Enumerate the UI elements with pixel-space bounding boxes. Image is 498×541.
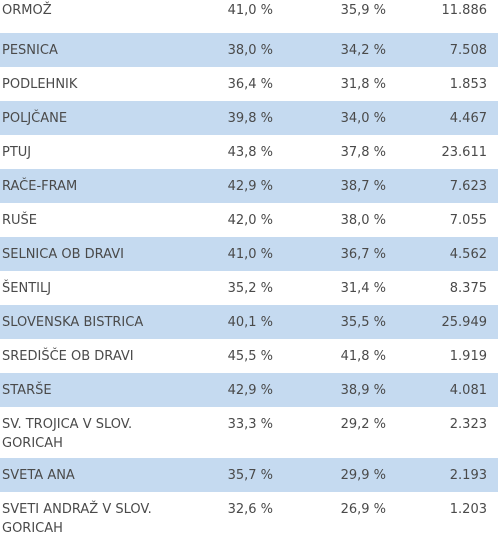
count-value: 1.919 xyxy=(449,349,487,364)
percent-a: 33,3 % xyxy=(227,417,273,432)
percent-a: 41,0 % xyxy=(227,3,273,18)
count-value: 2.323 xyxy=(449,417,487,432)
municipality-name: ORMOŽ xyxy=(2,3,52,18)
table-row: PESNICA 38,0 % 34,2 % 7.508 xyxy=(0,33,498,67)
municipality-name: SV. TROJICA V SLOV. GORICAH xyxy=(2,417,133,451)
table-row: SV. TROJICA V SLOV. GORICAH 33,3 % 29,2 … xyxy=(0,407,498,458)
percent-b: 38,0 % xyxy=(340,213,386,228)
percent-a: 39,8 % xyxy=(227,111,273,126)
count-value: 4.081 xyxy=(449,383,487,398)
municipality-name: PESNICA xyxy=(2,43,58,58)
municipality-name: SVETA ANA xyxy=(2,468,75,483)
percent-b: 41,8 % xyxy=(340,349,386,364)
table-row: SVETA ANA 35,7 % 29,9 % 2.193 xyxy=(0,458,498,492)
count-value: 2.193 xyxy=(449,468,487,483)
table-row: SLOVENSKA BISTRICA 40,1 % 35,5 % 25.949 xyxy=(0,305,498,339)
percent-b: 35,9 % xyxy=(340,3,386,18)
percent-a: 40,1 % xyxy=(227,315,273,330)
percent-b: 37,8 % xyxy=(340,145,386,160)
table-row: ORMOŽ 41,0 % 35,9 % 11.886 xyxy=(0,0,498,33)
municipality-name: PODLEHNIK xyxy=(2,77,78,92)
table-row: PTUJ 43,8 % 37,8 % 23.611 xyxy=(0,135,498,169)
count-value: 4.562 xyxy=(449,247,487,262)
percent-a: 32,6 % xyxy=(227,502,273,517)
percent-a: 45,5 % xyxy=(227,349,273,364)
count-value: 11.886 xyxy=(441,3,488,18)
table-row: SELNICA OB DRAVI 41,0 % 36,7 % 4.562 xyxy=(0,237,498,271)
municipality-name: SVETI ANDRAŽ V SLOV. GORICAH xyxy=(2,502,152,536)
table-row: RAČE-FRAM 42,9 % 38,7 % 7.623 xyxy=(0,169,498,203)
table-row: POLJČANE 39,8 % 34,0 % 4.467 xyxy=(0,101,498,135)
percent-a: 43,8 % xyxy=(227,145,273,160)
percent-a: 42,0 % xyxy=(227,213,273,228)
count-value: 23.611 xyxy=(441,145,488,160)
municipality-name: ŠENTILJ xyxy=(2,281,52,296)
table-row: ŠENTILJ 35,2 % 31,4 % 8.375 xyxy=(0,271,498,305)
percent-b: 29,2 % xyxy=(340,417,386,432)
percent-a: 36,4 % xyxy=(227,77,273,92)
percent-b: 38,7 % xyxy=(340,179,386,194)
percent-b: 34,2 % xyxy=(340,43,386,58)
percent-a: 35,7 % xyxy=(227,468,273,483)
table-row: STARŠE 42,9 % 38,9 % 4.081 xyxy=(0,373,498,407)
percent-a: 35,2 % xyxy=(227,281,273,296)
percent-b: 35,5 % xyxy=(340,315,386,330)
percent-b: 36,7 % xyxy=(340,247,386,262)
table-row: RUŠE 42,0 % 38,0 % 7.055 xyxy=(0,203,498,237)
percent-a: 42,9 % xyxy=(227,383,273,398)
count-value: 7.508 xyxy=(449,43,487,58)
municipality-name: POLJČANE xyxy=(2,111,68,126)
percent-b: 26,9 % xyxy=(340,502,386,517)
municipality-name: STARŠE xyxy=(2,383,52,398)
municipality-name: PTUJ xyxy=(2,145,32,160)
percent-a: 38,0 % xyxy=(227,43,273,58)
percent-b: 31,8 % xyxy=(340,77,386,92)
municipality-name: RUŠE xyxy=(2,213,38,228)
table-row: SVETI ANDRAŽ V SLOV. GORICAH 32,6 % 26,9… xyxy=(0,492,498,541)
table-row: SREDIŠČE OB DRAVI 45,5 % 41,8 % 1.919 xyxy=(0,339,498,373)
municipality-name: SLOVENSKA BISTRICA xyxy=(2,315,144,330)
count-value: 1.203 xyxy=(449,502,487,517)
percent-b: 34,0 % xyxy=(340,111,386,126)
count-value: 8.375 xyxy=(449,281,487,296)
count-value: 7.055 xyxy=(449,213,487,228)
count-value: 25.949 xyxy=(441,315,488,330)
count-value: 1.853 xyxy=(449,77,487,92)
percent-b: 38,9 % xyxy=(340,383,386,398)
municipality-name: SREDIŠČE OB DRAVI xyxy=(2,349,134,364)
count-value: 7.623 xyxy=(449,179,487,194)
count-value: 4.467 xyxy=(449,111,487,126)
percent-a: 42,9 % xyxy=(227,179,273,194)
municipality-name: RAČE-FRAM xyxy=(2,179,78,194)
municipality-name: SELNICA OB DRAVI xyxy=(2,247,124,262)
percent-b: 31,4 % xyxy=(340,281,386,296)
percent-b: 29,9 % xyxy=(340,468,386,483)
table-row: PODLEHNIK 36,4 % 31,8 % 1.853 xyxy=(0,67,498,101)
percent-a: 41,0 % xyxy=(227,247,273,262)
